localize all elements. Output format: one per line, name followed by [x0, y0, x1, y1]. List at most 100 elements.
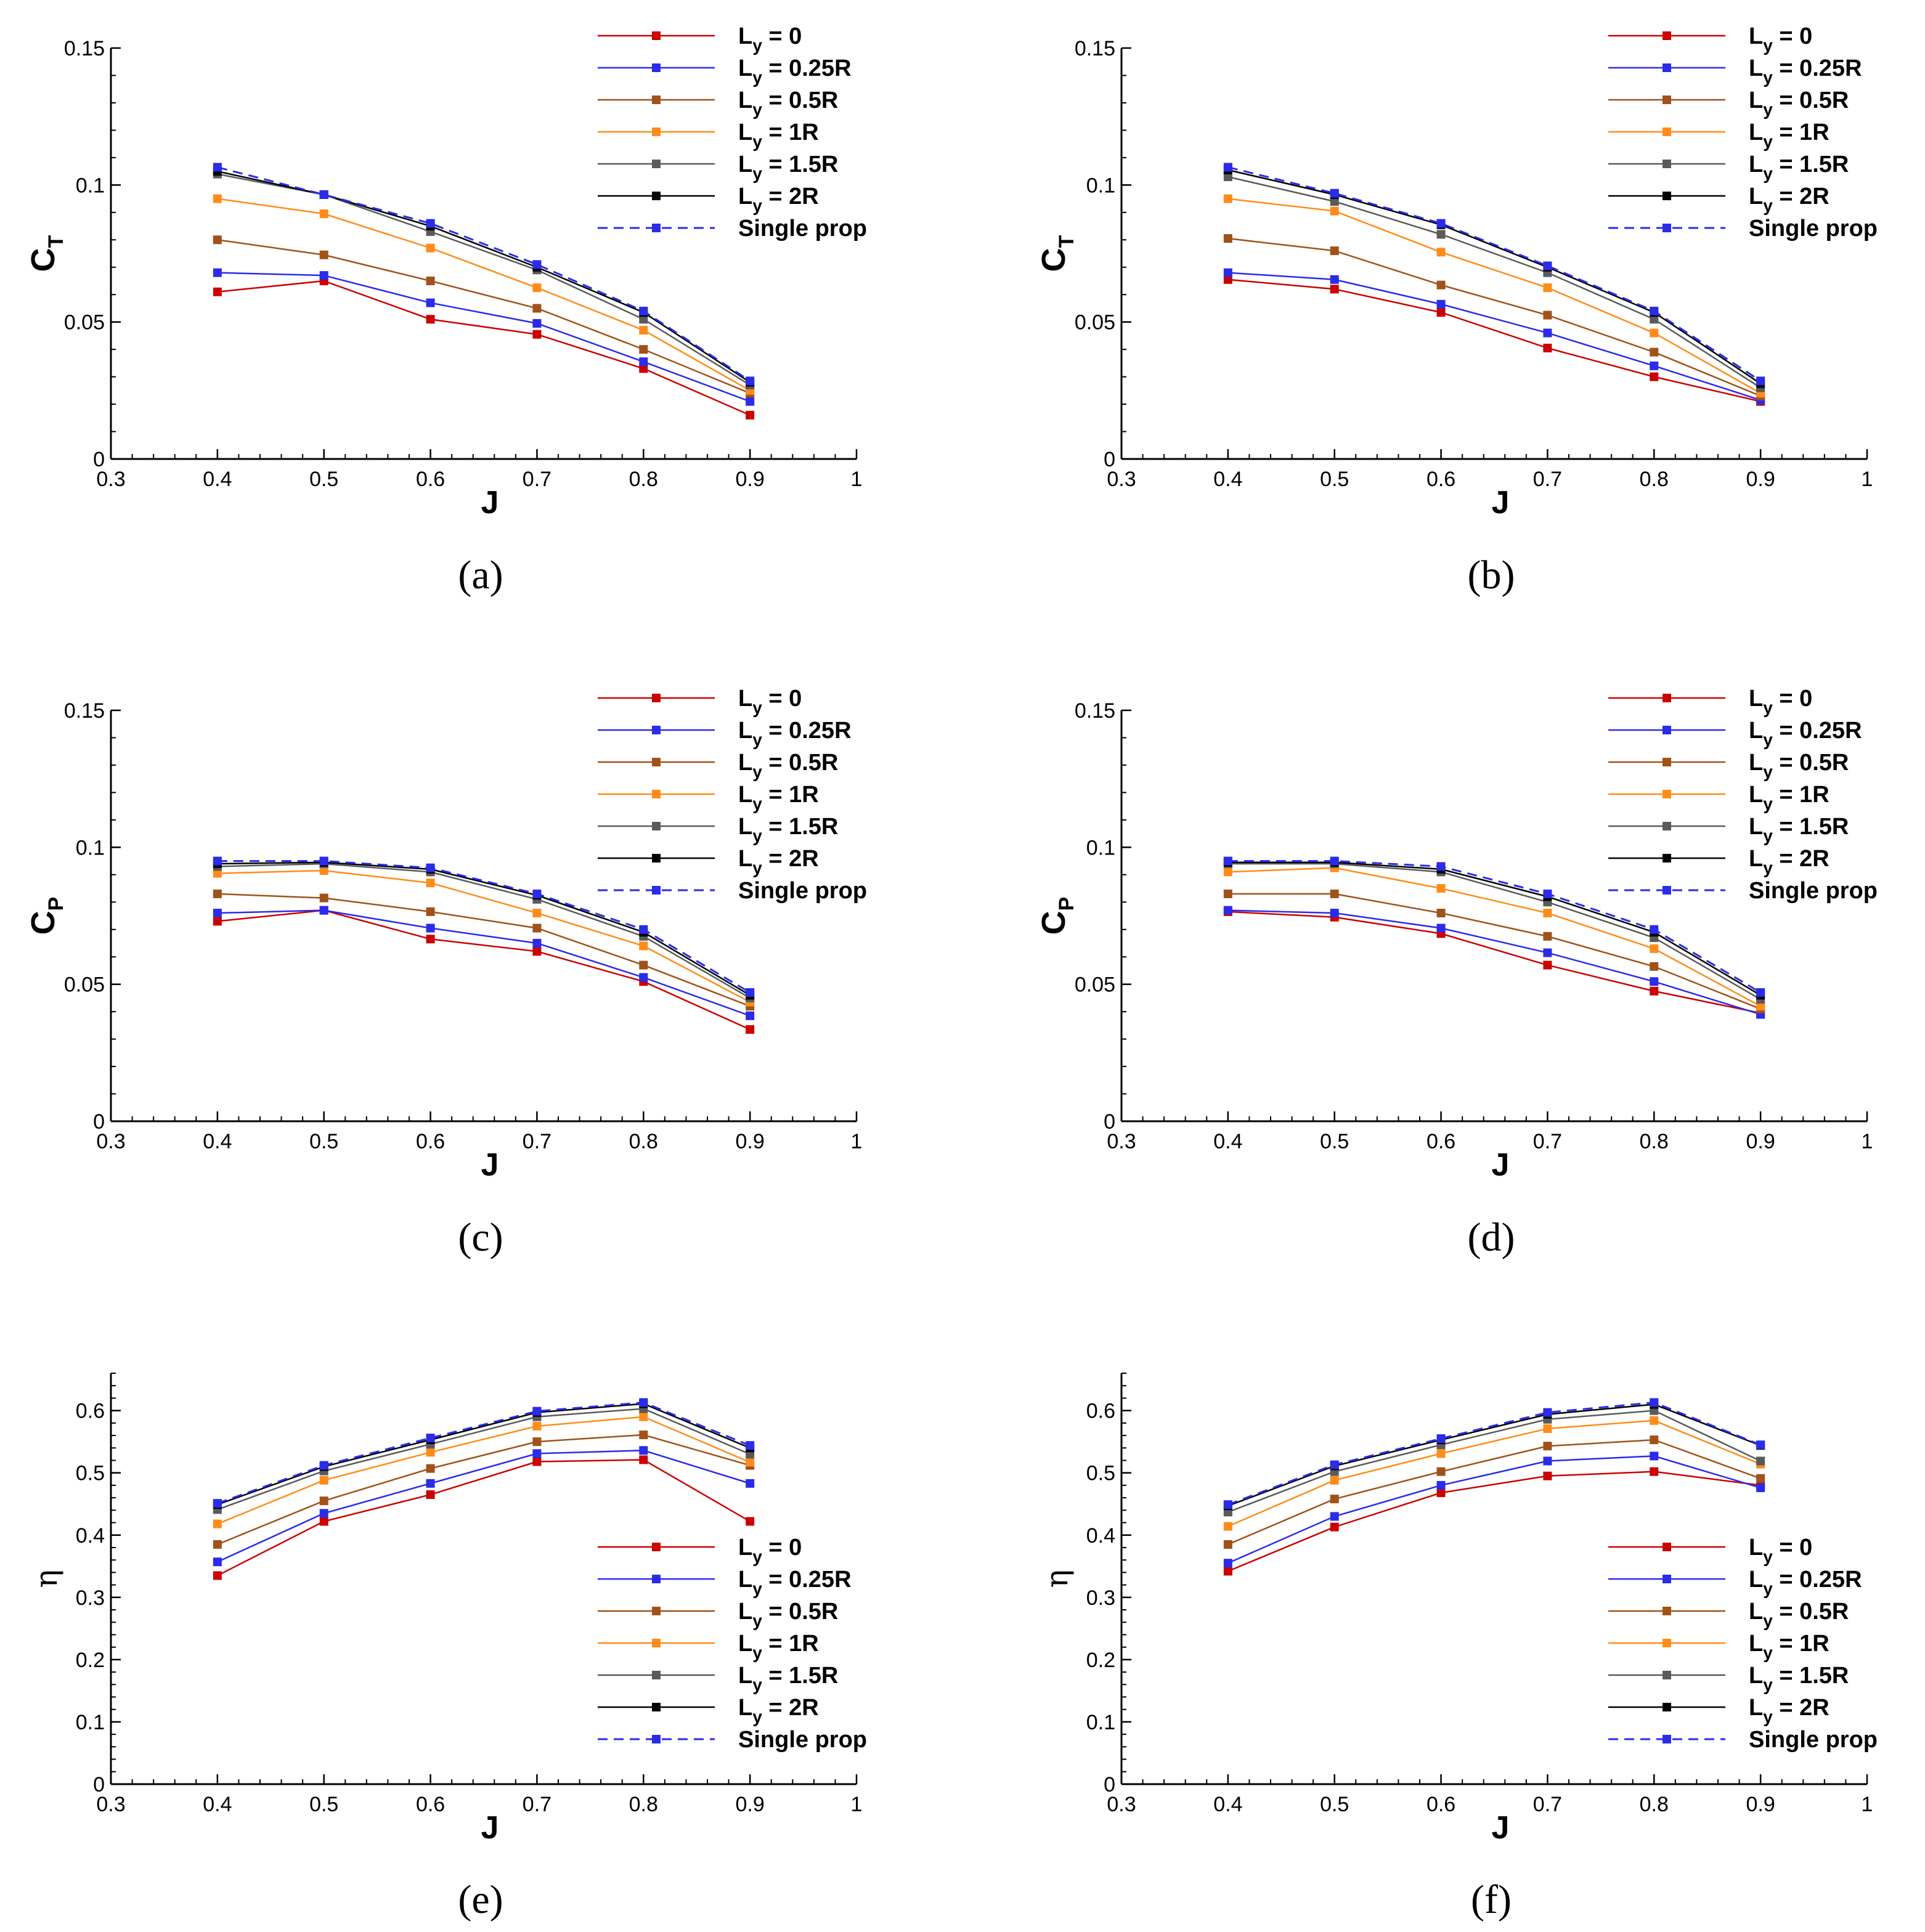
data-point-single [639, 306, 648, 315]
data-point-single [1543, 1408, 1552, 1417]
legend-label-base: L [738, 814, 752, 840]
legend-label-base: L [1749, 184, 1763, 209]
data-point-Ly025 [426, 1479, 435, 1488]
y-tick-label: 0.5 [1086, 1462, 1115, 1485]
legend-label-Ly15: Ly = 1.5R [738, 1663, 838, 1694]
legend-label-sub: y [1763, 1547, 1773, 1566]
legend-label-rest: = 0.25R [1773, 1567, 1862, 1593]
data-point-single [319, 1461, 328, 1470]
x-tick-label: 0.5 [1320, 1130, 1349, 1153]
legend-swatch-marker-single [1662, 886, 1671, 895]
data-point-Ly0 [746, 410, 755, 420]
data-point-Ly025 [639, 357, 648, 367]
y-tick-label: 0.1 [76, 174, 105, 197]
legend-swatch-marker-Ly15 [652, 1671, 661, 1679]
legend-label-rest: = 1R [762, 120, 819, 145]
y-axis-label-sub: P [1055, 897, 1078, 911]
data-point-single [426, 219, 435, 228]
legend-label-base: L [1749, 87, 1763, 113]
series-line-Ly2 [1227, 861, 1761, 996]
y-axis-label-main: C [1035, 911, 1072, 935]
data-point-Ly1 [1543, 283, 1552, 293]
x-tick-label: 0.7 [523, 1130, 551, 1153]
legend-label-rest: = 0 [762, 1535, 802, 1561]
legend-label-Ly025: Ly = 0.25R [738, 1567, 852, 1598]
legend-label-rest: = 0.25R [1773, 718, 1862, 744]
legend-label-Ly2: Ly = 2R [738, 1695, 819, 1726]
y-axis-label-group: CP [25, 897, 68, 935]
data-point-Ly025 [639, 1446, 648, 1455]
legend-label-sub: y [752, 858, 762, 877]
x-tick-label: 0.5 [309, 468, 338, 491]
legend-label-rest: = 0.5R [1773, 750, 1849, 776]
legend-label-single: Single prop [1749, 216, 1878, 242]
data-point-Ly0 [1650, 372, 1659, 381]
legend-label-single: Single prop [1749, 1727, 1878, 1753]
series-line-Ly0 [1227, 911, 1761, 1014]
series-line-Ly05 [1227, 893, 1761, 1010]
series-line-single [217, 860, 751, 994]
y-tick-label: 0 [1104, 448, 1115, 471]
legend-label-base: L [1749, 686, 1763, 712]
data-point-Ly15 [1223, 172, 1232, 181]
data-point-Ly025 [1436, 923, 1446, 933]
legend-swatch-marker-Ly0 [652, 694, 661, 702]
series-line-Ly025 [217, 909, 751, 1017]
y-axis-label: CT [25, 235, 68, 272]
legend-label-base: L [1749, 1631, 1763, 1657]
panel-caption: (d) [1468, 1215, 1515, 1260]
data-point-Ly1 [1543, 909, 1552, 918]
data-point-Ly1 [1650, 328, 1659, 338]
data-point-single [1650, 1398, 1659, 1407]
data-point-Ly1 [1436, 884, 1446, 893]
x-tick-label: 0.8 [1640, 1130, 1669, 1153]
legend-label-Ly1: Ly = 1R [1749, 782, 1829, 813]
y-tick-label: 0.15 [1075, 699, 1115, 723]
legend-label-base: Single prop [1749, 878, 1878, 904]
y-axis-label-sub: T [44, 235, 68, 248]
series-line-Ly2 [217, 1403, 751, 1506]
data-point-single [1756, 376, 1765, 386]
legend-label-single: Single prop [1749, 878, 1878, 904]
data-point-Ly1 [1223, 194, 1232, 203]
x-tick-label: 0.3 [1107, 468, 1136, 491]
legend-label-base: L [738, 1695, 752, 1721]
series-line-Ly1 [217, 869, 751, 1003]
data-point-single [1543, 261, 1552, 270]
x-tick-label: 0.9 [736, 1130, 765, 1153]
data-point-Ly1 [426, 243, 435, 253]
chart-panel-3: 0.3 0.4 0.5 0.6 0.7 0.8 0.9 1 0 0.05 0.1 0.15 J CP Ly … [1035, 686, 1878, 1260]
data-point-Ly0 [213, 1571, 222, 1580]
legend-swatch-marker-Ly05 [652, 758, 661, 766]
legend-label-sub: y [1763, 730, 1773, 749]
legend-label-rest: = 0.25R [762, 55, 852, 81]
legend-label-Ly15: Ly = 1.5R [1749, 1663, 1849, 1694]
legend-label-Ly1: Ly = 1R [1749, 1631, 1829, 1662]
data-point-single [746, 1441, 755, 1450]
x-axis-label: J [1492, 1147, 1510, 1183]
x-tick-label: 0.6 [1426, 1793, 1455, 1816]
y-tick-label: 0.15 [1075, 37, 1115, 60]
legend-label-base: L [1749, 1535, 1763, 1561]
panel-caption: (b) [1468, 553, 1515, 598]
data-point-Ly05 [1330, 1495, 1339, 1504]
y-tick-label: 0.1 [1086, 174, 1115, 197]
data-point-Ly025 [532, 1449, 542, 1458]
x-tick-label: 0.4 [203, 1793, 232, 1816]
legend-swatch-marker-single [1662, 224, 1671, 232]
x-tick-label: 0.9 [1746, 1130, 1775, 1153]
data-point-Ly025 [746, 1011, 755, 1020]
series-line-Ly025 [1227, 909, 1761, 1015]
legend-label-base: L [738, 1599, 752, 1625]
legend-swatch-marker-Ly15 [1662, 1671, 1671, 1679]
data-point-Ly1 [1223, 867, 1232, 877]
data-point-Ly0 [1650, 1467, 1659, 1476]
legend-label-base: L [1749, 55, 1763, 81]
y-tick-label: 0.6 [76, 1400, 105, 1423]
legend-label-sub: y [752, 1675, 762, 1694]
data-point-Ly1 [1436, 1449, 1446, 1458]
legend-swatch-marker-Ly025 [652, 1575, 661, 1583]
legend-swatch-marker-Ly025 [1662, 726, 1671, 734]
legend-swatch-marker-Ly025 [1662, 63, 1671, 72]
